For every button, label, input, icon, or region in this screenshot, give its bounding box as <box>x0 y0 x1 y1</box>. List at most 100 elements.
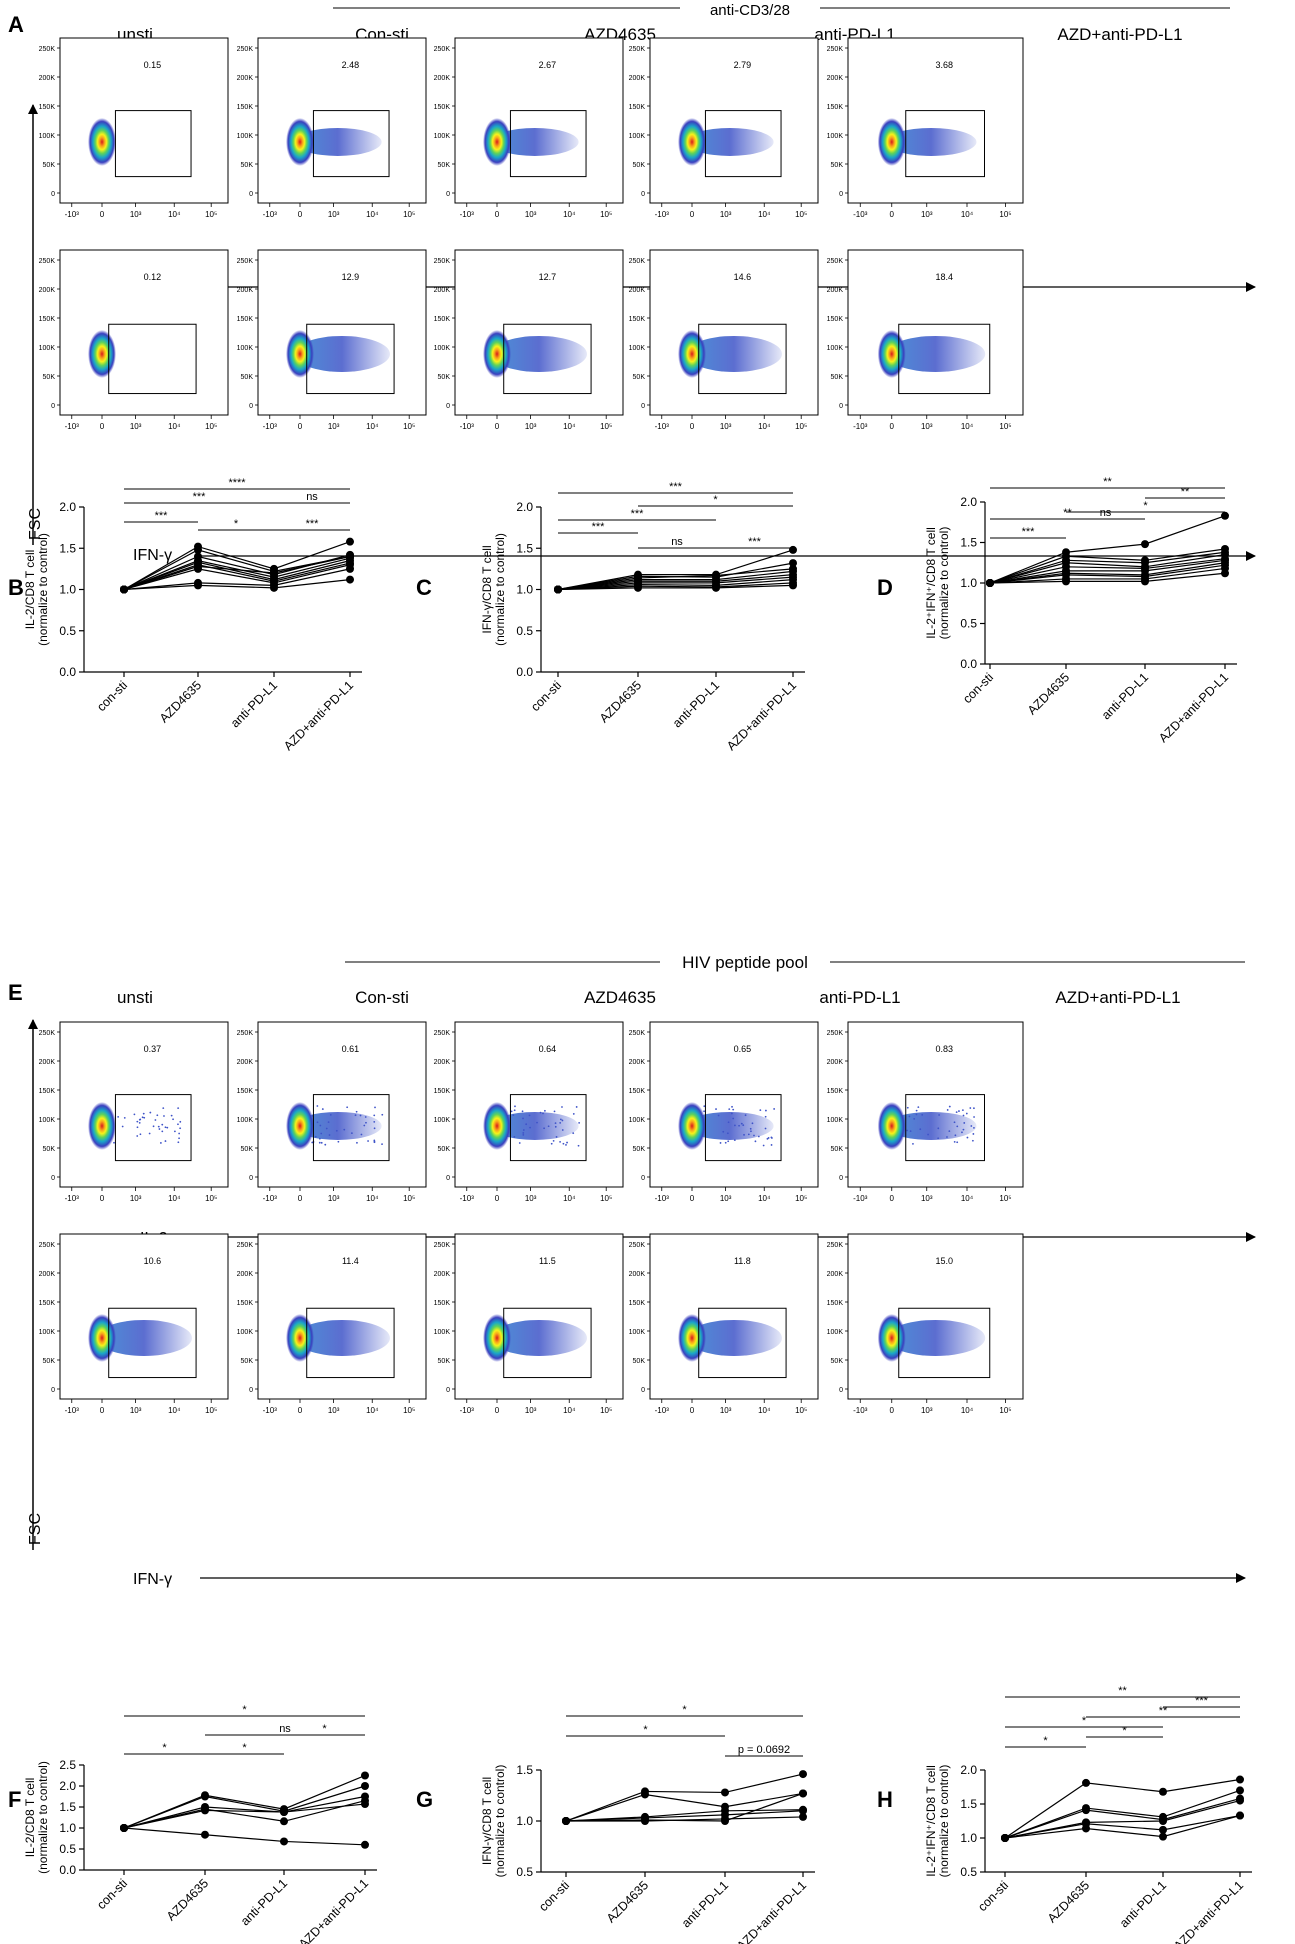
flow-plot-frame <box>649 1233 819 1400</box>
chart-series-line-3 <box>989 554 1226 584</box>
flow-y-tick-label: 100K <box>237 1329 254 1336</box>
chart-point-s2-c1 <box>1082 1806 1090 1815</box>
chart-y-label: IL-2/CD8 T cell <box>23 550 37 630</box>
sig-label: *** <box>631 508 645 520</box>
flow-plot-A_ifng-1: 250K 200K 150K 100K 50K 0 -10³ 0 10³ 10⁴ 10⁵ 12.9 <box>237 249 427 431</box>
flow-population-tail <box>885 127 977 156</box>
stim-label-bg-top <box>680 0 820 16</box>
chart-series-line-0 <box>565 1773 804 1822</box>
flow-y-tick-label: 0 <box>446 191 450 198</box>
chart-y-label: IL-2⁺IFN⁺/CD8 T cell <box>924 527 938 639</box>
condition-title-A-4: AZD+anti-PD-L1 <box>1057 25 1182 44</box>
flow-y-tick-label: 250K <box>237 1030 254 1037</box>
flow-y-tick-label: 100K <box>629 133 646 140</box>
chart-point-s9-c1 <box>1062 577 1070 586</box>
flow-event-dot <box>578 1121 581 1124</box>
flow-y-tick-label: 0 <box>839 1387 843 1394</box>
chart-point-s9-c0 <box>120 585 128 594</box>
flow-x-tick-label: 10³ <box>328 1406 340 1415</box>
flow-event-dot <box>962 1114 965 1117</box>
chart-point-s0-c2 <box>721 1788 729 1797</box>
flow-event-dot <box>559 1121 562 1124</box>
chart-series-line-1 <box>123 1785 366 1829</box>
flow-event-dot <box>915 1113 918 1116</box>
chart-y-tick-label: 0.5 <box>960 1865 977 1879</box>
chart-y-tick-label: 2.0 <box>59 1779 76 1793</box>
chart-y-tick-label: 1.5 <box>960 536 977 550</box>
flow-y-tick-label: 50K <box>831 162 844 169</box>
flow-event-dot <box>543 1127 545 1130</box>
flow-event-dot <box>170 1114 173 1117</box>
sig-label: ns <box>671 536 683 548</box>
flow-event-dot <box>179 1127 182 1130</box>
flow-population-tail <box>294 335 390 372</box>
chart-point-s5-c1 <box>1082 1824 1090 1833</box>
flow-plot-A_il2-1: 250K 200K 150K 100K 50K 0 -10³ 0 10³ 10⁴ 10⁵ 2.48 <box>237 37 427 219</box>
flow-x-tick-label: 10⁵ <box>795 1406 807 1415</box>
chart-y-label: (normalize to control) <box>493 533 507 646</box>
flow-population-tail <box>294 127 382 156</box>
flow-event-dot <box>513 1109 516 1112</box>
flow-gate-percentage: 11.8 <box>734 1256 751 1266</box>
flow-population-core <box>88 329 116 378</box>
chart-point-s1-c3 <box>789 559 797 568</box>
flow-event-dot <box>953 1121 956 1124</box>
flow-plot-frame <box>847 249 1024 416</box>
flow-y-tick-label: 150K <box>827 1088 844 1095</box>
flow-y-tick-label: 100K <box>237 1117 254 1124</box>
condition-title-E-4: AZD+anti-PD-L1 <box>1055 988 1180 1007</box>
flow-event-dot <box>724 1141 727 1144</box>
flow-event-dot <box>143 1116 146 1119</box>
flow-population-core <box>877 1313 906 1362</box>
chart-category-label: AZD+anti-PD-L1 <box>1171 1878 1246 1944</box>
flow-plot-A_ifng-4: 250K 200K 150K 100K 50K 0 -10³ 0 10³ 10⁴ 10⁵ 18.4 <box>827 249 1024 431</box>
chart-point-s5-c0 <box>120 1824 128 1832</box>
flow-x-tick-label: -10³ <box>460 1194 475 1203</box>
flow-y-tick-label: 200K <box>629 1271 646 1278</box>
chart-category-label: AZD4635 <box>157 678 204 725</box>
flow-plot-frame <box>59 37 229 204</box>
flow-y-tick-label: 150K <box>827 104 844 111</box>
chart-category-label: AZD4635 <box>164 1876 211 1923</box>
flow-event-dot <box>727 1121 730 1124</box>
flow-event-dot <box>927 1133 929 1136</box>
chart-series-line-7 <box>123 564 351 591</box>
flow-x-tick-label: 0 <box>298 422 303 431</box>
flow-x-tick-label: 10⁴ <box>168 422 181 431</box>
flow-plot-frame <box>257 37 427 204</box>
flow-event-dot <box>948 1130 951 1133</box>
flow-population-core <box>88 1313 116 1362</box>
flow-y-tick-label: 250K <box>39 258 56 265</box>
panel-label-C: C <box>416 575 432 600</box>
chart-y-tick-label: 1.5 <box>59 1800 76 1814</box>
flow-event-dot <box>919 1128 922 1131</box>
flow-event-dot <box>550 1142 553 1145</box>
chart-y-tick-label: 1.5 <box>516 1763 533 1777</box>
flow-x-tick-label: 0 <box>890 210 895 219</box>
chart-category-label: AZD+anti-PD-L1 <box>724 678 799 753</box>
flow-event-dot <box>554 1125 557 1128</box>
flow-y-tick-label: 0 <box>446 403 450 410</box>
flow-y-tick-label: 0 <box>249 403 253 410</box>
flow-x-tick-label: 10⁴ <box>961 1406 974 1415</box>
flow-population-core <box>678 1101 706 1150</box>
flow-gate-percentage: 0.65 <box>734 1044 752 1054</box>
chart-point-s5-c2 <box>721 1817 729 1825</box>
flow-y-tick-label: 100K <box>629 1329 646 1336</box>
flow-x-tick-label: 10⁵ <box>403 210 415 219</box>
flow-x-tick-label: 10³ <box>720 1406 732 1415</box>
flow-population-core <box>678 1313 706 1362</box>
flow-plot-frame <box>847 1233 1024 1400</box>
flow-event-dot <box>363 1124 366 1127</box>
flow-event-dot <box>770 1136 773 1139</box>
flow-y-tick-label: 150K <box>827 316 844 323</box>
flow-plot-E_il2-4: 250K 200K 150K 100K 50K 0 -10³ 0 10³ 10⁴ 10⁵ 0.83 <box>827 1021 1024 1203</box>
chart-series-line-5 <box>565 1792 804 1822</box>
chart-y-label: IFN-γ/CD8 T cell <box>480 545 494 633</box>
flow-y-tick-label: 200K <box>827 1271 844 1278</box>
flow-event-dot <box>381 1143 383 1146</box>
flow-x-tick-label: 10⁵ <box>999 1406 1011 1415</box>
flow-event-dot <box>722 1130 725 1133</box>
flow-x-tick-label: 10³ <box>525 1406 537 1415</box>
flow-y-tick-label: 150K <box>39 1088 56 1095</box>
